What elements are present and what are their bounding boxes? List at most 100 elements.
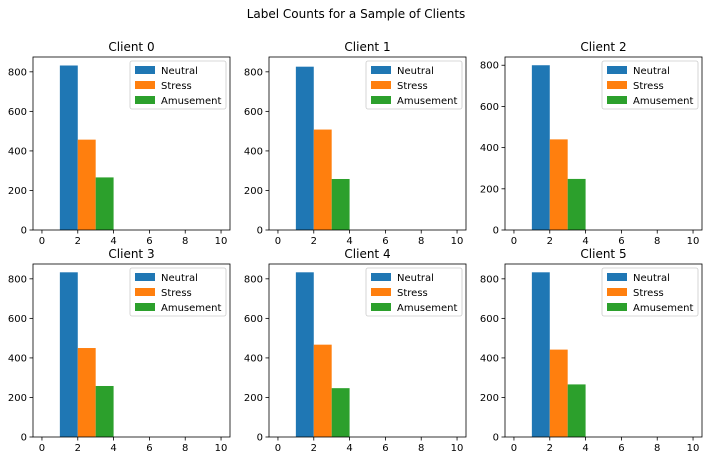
bar-neutral [295, 272, 314, 437]
x-tick-label: 0 [511, 236, 517, 247]
x-tick-label: 0 [275, 443, 281, 454]
bar-stress [549, 139, 568, 230]
legend-label: Stress [161, 81, 192, 92]
x-tick-label: 4 [346, 236, 352, 247]
bar-amusement [567, 384, 586, 437]
x-tick-label: 2 [75, 443, 81, 454]
x-tick-label: 8 [654, 443, 660, 454]
y-tick-label: 0 [21, 226, 27, 237]
bar-amusement [331, 388, 350, 437]
x-tick-label: 8 [182, 236, 188, 247]
axes-frame [268, 56, 467, 231]
x-tick-label: 8 [418, 443, 424, 454]
x-tick-label: 8 [418, 236, 424, 247]
legend: Neutral Stress Amusement [601, 267, 699, 317]
y-tick-label: 600 [480, 314, 499, 325]
legend-label: Amusement [161, 303, 222, 314]
figure-title: Label Counts for a Sample of Clients [247, 7, 466, 21]
legend-label: Amusement [633, 303, 694, 314]
legend-swatch-neutral [607, 66, 627, 74]
y-tick-label: 200 [480, 393, 499, 404]
x-tick-label: 10 [215, 443, 228, 454]
x-tick-label: 4 [582, 236, 588, 247]
y-tick-label: 0 [21, 433, 27, 444]
legend-swatch-stress [607, 288, 627, 296]
x-tick-label: 6 [618, 443, 624, 454]
legend-swatch-amusement [607, 303, 627, 311]
subplot-title: Client 4 [344, 247, 390, 261]
legend-label: Neutral [633, 273, 670, 284]
bar-neutral [531, 272, 550, 437]
x-tick-label: 2 [547, 236, 553, 247]
y-tick-label: 600 [8, 107, 27, 118]
x-tick-label: 8 [654, 236, 660, 247]
subplot-client-4: Client 4 0 2 4 6 8 10 0 200 400 600 800 Neutral Stres… [244, 247, 467, 454]
subplot-client-0: Client 0 0 2 4 6 8 10 0 200 400 600 800 Neutral Stres… [8, 40, 231, 247]
legend-swatch-amusement [135, 96, 155, 104]
axes-frame [268, 263, 467, 438]
subplot-title: Client 5 [580, 247, 626, 261]
y-tick-label: 200 [244, 186, 263, 197]
subplot-client-3: Client 3 0 2 4 6 8 10 0 200 400 600 800 Neutral Stres… [8, 247, 231, 454]
legend-swatch-stress [607, 81, 627, 89]
y-tick-label: 800 [244, 67, 263, 78]
y-tick-label: 800 [244, 274, 263, 285]
x-tick-label: 10 [451, 443, 464, 454]
y-tick-label: 800 [8, 274, 27, 285]
bar-amusement [331, 178, 350, 230]
bar-stress [313, 129, 332, 230]
subplot-client-2: Client 2 0 2 4 6 8 10 0 200 400 600 800 Neutral Stres… [480, 40, 703, 247]
bar-neutral [59, 272, 78, 437]
bar-stress [77, 139, 96, 230]
legend: Neutral Stress Amusement [129, 60, 227, 110]
bar-stress [313, 344, 332, 437]
legend-swatch-amusement [607, 96, 627, 104]
legend-label: Neutral [161, 66, 198, 77]
x-tick-label: 6 [146, 236, 152, 247]
axes-frame [504, 56, 703, 231]
y-tick-label: 600 [244, 107, 263, 118]
y-tick-label: 400 [8, 353, 27, 364]
legend-label: Stress [633, 81, 664, 92]
y-tick-label: 0 [493, 226, 499, 237]
x-tick-label: 0 [39, 236, 45, 247]
y-tick-label: 400 [244, 353, 263, 364]
x-tick-label: 6 [146, 443, 152, 454]
x-tick-label: 4 [346, 443, 352, 454]
legend-swatch-neutral [371, 66, 391, 74]
x-tick-label: 0 [39, 443, 45, 454]
y-tick-label: 200 [244, 393, 263, 404]
legend-swatch-amusement [371, 303, 391, 311]
x-tick-label: 10 [687, 443, 700, 454]
legend-label: Amusement [633, 96, 694, 107]
subplot-client-1: Client 1 0 2 4 6 8 10 0 200 400 600 800 Neutral Stres… [244, 40, 467, 247]
legend-swatch-neutral [607, 273, 627, 281]
subplot-title: Client 1 [344, 40, 390, 54]
x-tick-label: 10 [215, 236, 228, 247]
x-tick-label: 2 [311, 236, 317, 247]
subplot-title: Client 2 [580, 40, 626, 54]
legend-label: Amusement [161, 96, 222, 107]
x-tick-label: 2 [547, 443, 553, 454]
y-tick-label: 400 [480, 143, 499, 154]
legend-swatch-amusement [371, 96, 391, 104]
subplot-title: Client 0 [108, 40, 154, 54]
legend-label: Neutral [161, 273, 198, 284]
legend: Neutral Stress Amusement [365, 267, 463, 317]
y-tick-label: 0 [257, 226, 263, 237]
legend-swatch-neutral [135, 66, 155, 74]
legend-swatch-stress [135, 81, 155, 89]
x-tick-label: 0 [275, 236, 281, 247]
legend-swatch-stress [371, 81, 391, 89]
bar-neutral [531, 65, 550, 230]
y-tick-label: 600 [244, 314, 263, 325]
x-tick-label: 4 [110, 236, 116, 247]
x-tick-label: 2 [75, 236, 81, 247]
bar-amusement [95, 385, 114, 437]
x-tick-label: 6 [382, 236, 388, 247]
bar-stress [549, 349, 568, 437]
y-tick-label: 200 [8, 393, 27, 404]
y-tick-label: 200 [480, 184, 499, 195]
